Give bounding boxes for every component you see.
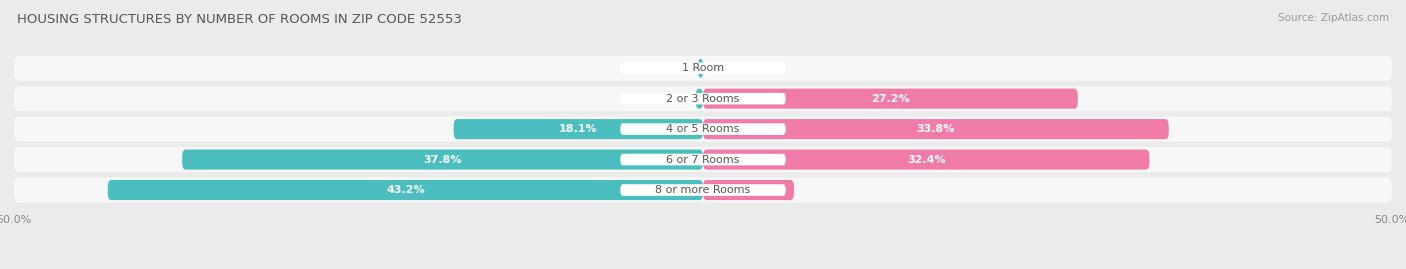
Text: Source: ZipAtlas.com: Source: ZipAtlas.com [1278, 13, 1389, 23]
FancyBboxPatch shape [703, 89, 1078, 109]
Text: 6.6%: 6.6% [733, 185, 763, 195]
Text: 18.1%: 18.1% [560, 124, 598, 134]
Text: 0.53%: 0.53% [644, 94, 682, 104]
Text: 8 or more Rooms: 8 or more Rooms [655, 185, 751, 195]
Text: 0.0%: 0.0% [724, 63, 754, 73]
FancyBboxPatch shape [696, 89, 703, 109]
FancyBboxPatch shape [454, 119, 703, 139]
FancyBboxPatch shape [620, 154, 786, 165]
Text: 2 or 3 Rooms: 2 or 3 Rooms [666, 94, 740, 104]
FancyBboxPatch shape [699, 58, 703, 78]
Text: 0.35%: 0.35% [647, 63, 685, 73]
Text: 27.2%: 27.2% [872, 94, 910, 104]
Text: HOUSING STRUCTURES BY NUMBER OF ROOMS IN ZIP CODE 52553: HOUSING STRUCTURES BY NUMBER OF ROOMS IN… [17, 13, 461, 26]
FancyBboxPatch shape [14, 147, 1392, 172]
Text: 4 or 5 Rooms: 4 or 5 Rooms [666, 124, 740, 134]
Text: 37.8%: 37.8% [423, 155, 461, 165]
Text: 6 or 7 Rooms: 6 or 7 Rooms [666, 155, 740, 165]
FancyBboxPatch shape [620, 123, 786, 135]
Text: 43.2%: 43.2% [387, 185, 425, 195]
FancyBboxPatch shape [183, 150, 703, 170]
FancyBboxPatch shape [620, 184, 786, 196]
Text: 32.4%: 32.4% [907, 155, 945, 165]
Text: 33.8%: 33.8% [917, 124, 955, 134]
Text: 1 Room: 1 Room [682, 63, 724, 73]
FancyBboxPatch shape [14, 86, 1392, 111]
FancyBboxPatch shape [703, 119, 1168, 139]
FancyBboxPatch shape [14, 178, 1392, 203]
FancyBboxPatch shape [14, 117, 1392, 141]
FancyBboxPatch shape [703, 150, 1150, 170]
FancyBboxPatch shape [703, 180, 794, 200]
FancyBboxPatch shape [620, 62, 786, 74]
FancyBboxPatch shape [108, 180, 703, 200]
FancyBboxPatch shape [620, 93, 786, 104]
FancyBboxPatch shape [14, 56, 1392, 81]
